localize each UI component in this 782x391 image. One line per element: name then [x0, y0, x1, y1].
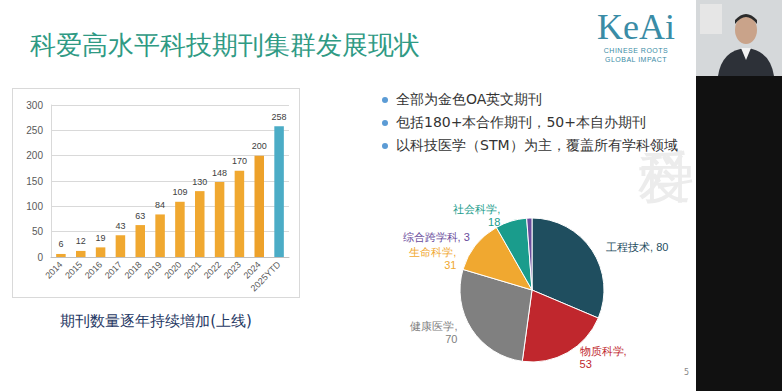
svg-text:70: 70	[445, 333, 457, 345]
html-text:科爱高水平科技期刊集群发展现状: 科爱高水平科技期刊集群发展现状	[30, 30, 420, 60]
svg-text:258: 258	[272, 112, 287, 122]
svg-text:2025YTD: 2025YTD	[249, 259, 283, 293]
svg-text:2018: 2018	[123, 259, 144, 280]
html-text:KeAi: KeAi	[597, 7, 675, 47]
svg-text:综合跨学科, 3: 综合跨学科, 3	[403, 231, 470, 243]
svg-text:2024: 2024	[241, 259, 263, 281]
html-text:包括180+本合作期刊，50+本自办期刊: 包括180+本合作期刊，50+本自办期刊	[396, 114, 646, 130]
svg-text:300: 300	[26, 100, 43, 111]
svg-text:250: 250	[26, 125, 43, 136]
svg-text:6: 6	[58, 239, 63, 249]
svg-text:63: 63	[135, 211, 145, 221]
svg-text:社会科学,: 社会科学,	[453, 203, 500, 215]
svg-text:2017: 2017	[103, 259, 124, 280]
svg-text:170: 170	[232, 156, 247, 166]
svg-text:100: 100	[26, 201, 43, 212]
svg-text:150: 150	[26, 176, 43, 187]
svg-text:200: 200	[252, 141, 267, 151]
svg-text:18: 18	[488, 216, 500, 228]
svg-text:19: 19	[96, 233, 106, 243]
svg-text:2023: 2023	[222, 259, 243, 280]
svg-text:53: 53	[580, 358, 592, 370]
svg-text:43: 43	[115, 221, 125, 231]
svg-text:31: 31	[444, 259, 456, 271]
svg-text:148: 148	[212, 168, 227, 178]
svg-text:2019: 2019	[142, 259, 163, 280]
html-text:GLOBAL IMPACT: GLOBAL IMPACT	[604, 56, 668, 63]
svg-text:200: 200	[26, 150, 43, 161]
svg-text:物质科学,: 物质科学,	[580, 345, 627, 357]
svg-text:2016: 2016	[83, 259, 104, 280]
svg-text:50: 50	[32, 226, 44, 237]
svg-text:109: 109	[172, 187, 187, 197]
html-text:CHINESE ROOTS: CHINESE ROOTS	[603, 47, 669, 54]
svg-text:84: 84	[155, 200, 165, 210]
svg-text:健康医学,: 健康医学,	[410, 320, 457, 332]
html-text:全部为金色OA英文期刊: 全部为金色OA英文期刊	[396, 91, 543, 107]
svg-text:2014: 2014	[43, 259, 64, 280]
html-text:以科技医学（STM）为主，覆盖所有学科领域: 以科技医学（STM）为主，覆盖所有学科领域	[396, 137, 678, 153]
svg-text:生命科学,: 生命科学,	[409, 246, 456, 258]
svg-text:工程技术, 80: 工程技术, 80	[606, 241, 668, 253]
html-text:5: 5	[684, 368, 690, 377]
svg-text:2015: 2015	[63, 259, 84, 280]
svg-text:0: 0	[37, 252, 43, 263]
svg-text:2020: 2020	[162, 259, 183, 280]
svg-text:130: 130	[192, 177, 207, 187]
svg-text:2021: 2021	[182, 259, 203, 280]
svg-text:2022: 2022	[202, 259, 223, 280]
html-text:期刊数量逐年持续增加(上线): 期刊数量逐年持续增加(上线)	[60, 312, 252, 330]
svg-text:12: 12	[76, 236, 86, 246]
